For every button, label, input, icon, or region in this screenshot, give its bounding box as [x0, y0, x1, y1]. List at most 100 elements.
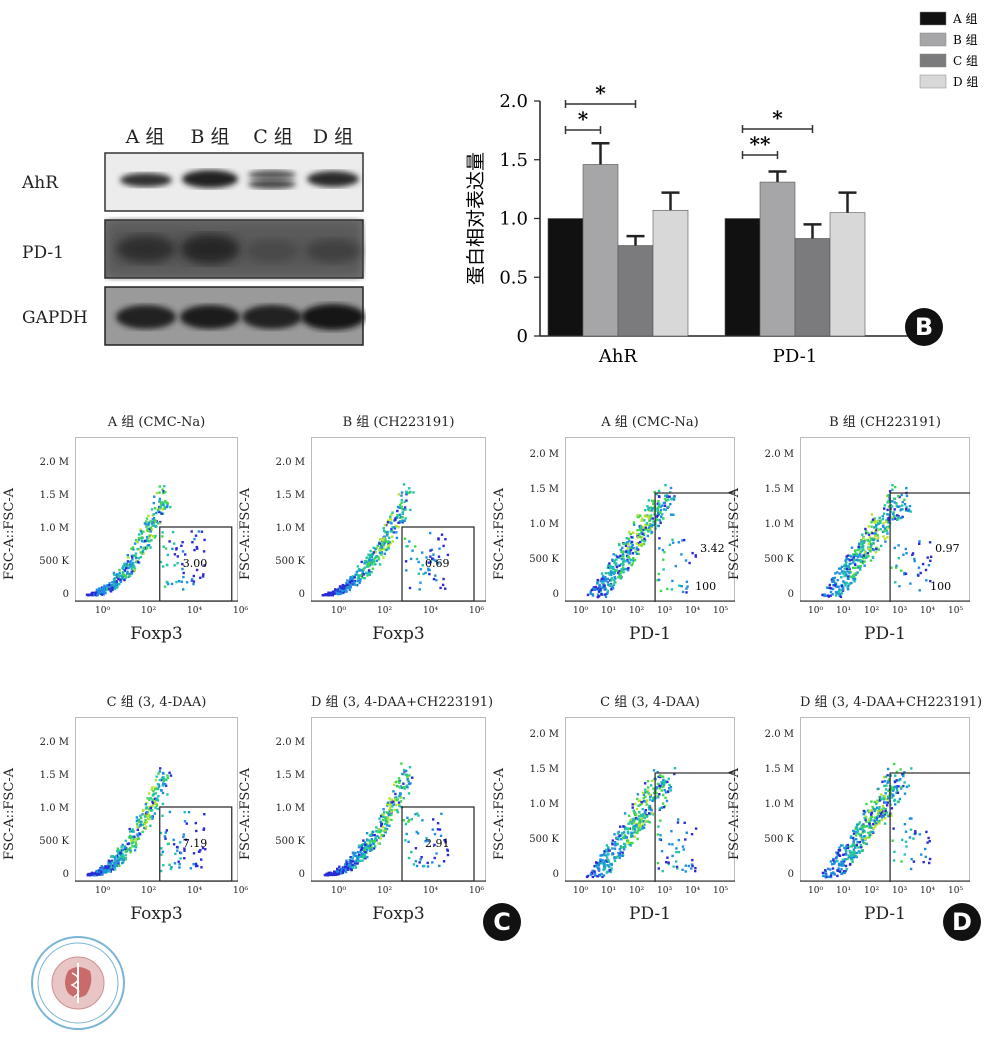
flow-dot — [863, 817, 866, 820]
flow-dot — [364, 850, 367, 854]
flow-dot — [850, 581, 853, 585]
flow-dot — [359, 850, 362, 854]
flow-dot — [840, 576, 843, 579]
flow-dot — [914, 832, 917, 835]
flow-dot — [585, 875, 589, 879]
flow-dot — [114, 856, 117, 860]
flow-dot — [346, 862, 349, 866]
flow-dot — [847, 558, 850, 561]
flow-dot — [196, 547, 199, 550]
flow-dot — [630, 833, 633, 836]
flow-dot — [355, 573, 359, 577]
flow-dot — [337, 870, 341, 873]
flow-dot — [602, 868, 605, 872]
flow-dot — [860, 836, 863, 839]
flow-y-tick: 500 K — [275, 556, 305, 567]
flow-y-tick: 1.5 M — [529, 484, 559, 495]
flow-dot — [619, 554, 622, 557]
flow-dot — [158, 770, 161, 773]
flow-dot — [437, 538, 440, 541]
flow-dot — [644, 813, 647, 817]
flow-dot — [618, 564, 621, 567]
legend-label: A 组 — [952, 12, 977, 26]
flow-dot — [640, 519, 643, 522]
flow-dot — [854, 563, 857, 566]
flow-dot — [351, 863, 354, 866]
flow-dot — [402, 508, 406, 511]
flow-dot — [417, 572, 420, 575]
flow-dot — [855, 851, 858, 855]
flow-dot — [847, 855, 850, 859]
flow-dot — [120, 845, 123, 849]
flow-dot — [656, 861, 660, 865]
flow-dot — [869, 550, 872, 553]
flow-dot — [896, 505, 899, 509]
flow-dot — [603, 580, 606, 583]
flow-dot — [158, 778, 162, 782]
flow-dot — [891, 793, 894, 796]
flow-plot-frame — [800, 437, 970, 602]
flow-dot — [162, 864, 165, 867]
flow-dot — [598, 583, 602, 587]
flow-dot — [628, 552, 632, 555]
bar — [794, 238, 831, 337]
flow-dot — [363, 566, 366, 569]
flow-dot — [913, 557, 916, 561]
flow-dot — [375, 826, 378, 829]
flow-dot — [876, 539, 879, 542]
flow-dot — [882, 814, 885, 818]
flow-dot — [597, 864, 601, 867]
flow-dot — [866, 531, 870, 535]
flow-dot — [597, 862, 601, 865]
flow-dot — [632, 559, 635, 562]
flow-dot — [615, 565, 619, 569]
flow-dot — [867, 543, 870, 546]
flow-dot — [908, 817, 912, 820]
flow-dot — [109, 866, 113, 869]
flow-dot — [893, 850, 896, 853]
flow-dot — [108, 860, 111, 863]
flow-dot — [664, 508, 668, 512]
flow-dot — [632, 523, 636, 526]
flow-dot — [887, 494, 890, 497]
flow-dot — [443, 839, 446, 842]
flow-dot — [598, 868, 601, 871]
flow-dot — [920, 853, 923, 856]
flow-dot — [144, 827, 147, 831]
flow-dot — [362, 839, 365, 842]
flow-dot — [157, 794, 160, 798]
flow-dot — [841, 589, 845, 592]
flow-y-tick: 2.0 M — [529, 449, 559, 460]
flow-dot — [360, 560, 363, 564]
flow-dot — [621, 555, 624, 558]
flow-dot — [896, 518, 899, 521]
flow-dot — [622, 558, 625, 562]
flow-dot — [858, 851, 861, 854]
flow-dot — [336, 873, 339, 876]
flow-dot — [152, 534, 155, 538]
flow-dot — [613, 571, 616, 574]
panel-badge-b: B — [905, 308, 943, 346]
flow-dot — [162, 490, 165, 493]
flow-dot — [148, 798, 151, 802]
flow-dot — [139, 528, 142, 531]
flow-dot — [610, 579, 613, 582]
flow-dot — [615, 569, 618, 572]
flow-dot — [145, 806, 148, 809]
flow-dot — [899, 509, 902, 512]
flow-dot — [636, 513, 639, 517]
flow-dot — [391, 530, 394, 533]
flow-dot — [600, 593, 603, 596]
flow-dot — [357, 855, 360, 858]
flow-dot — [629, 548, 633, 552]
legend-label: B 组 — [953, 33, 978, 47]
flow-dot — [110, 855, 113, 858]
flow-dot — [882, 522, 885, 525]
flow-dot — [897, 515, 900, 518]
flow-dot — [365, 560, 368, 564]
flow-dot — [862, 824, 865, 827]
flow-dot — [879, 809, 883, 812]
flow-dot — [398, 779, 402, 783]
flow-dot — [644, 809, 647, 812]
flow-dot — [899, 768, 902, 771]
